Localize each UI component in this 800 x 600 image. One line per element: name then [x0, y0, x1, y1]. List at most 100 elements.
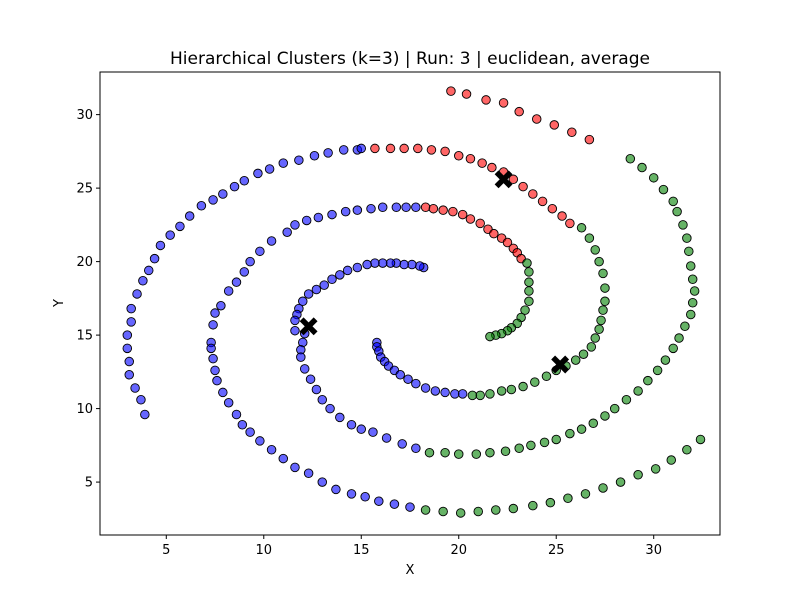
data-point-blue: [294, 155, 304, 165]
data-point-red: [426, 145, 437, 155]
data-point-blue: [411, 443, 421, 454]
data-point-blue: [356, 143, 367, 154]
data-point-blue: [239, 176, 250, 186]
data-point-red: [549, 120, 560, 130]
data-point-green: [680, 321, 690, 332]
data-point-red: [461, 89, 472, 99]
data-point-blue: [401, 202, 411, 212]
data-point-red: [547, 203, 558, 214]
data-point-red: [438, 205, 448, 215]
data-point-green: [576, 424, 587, 434]
data-point-green: [633, 386, 643, 396]
data-point-green: [491, 505, 501, 515]
data-point-blue: [130, 383, 140, 393]
data-point-green: [524, 277, 534, 287]
data-point-blue: [124, 356, 134, 367]
data-point-blue: [450, 389, 460, 399]
data-point-blue: [457, 389, 468, 399]
y-tick-label: 30: [76, 108, 93, 123]
data-point-green: [545, 497, 556, 508]
data-point-blue: [218, 387, 228, 398]
data-point-green: [518, 381, 528, 392]
data-point-blue: [405, 502, 415, 512]
data-point-green: [584, 233, 595, 243]
data-point-blue: [399, 259, 409, 270]
data-point-green: [648, 173, 659, 183]
data-point-blue: [126, 317, 136, 327]
data-point-green: [672, 206, 682, 217]
data-point-blue: [245, 256, 255, 267]
data-point-green: [473, 506, 483, 517]
data-point-green: [633, 469, 643, 480]
data-point-blue: [290, 315, 300, 326]
data-point-blue: [245, 427, 255, 437]
x-axis-ticks: 5 10 15 20 25 30: [162, 535, 662, 558]
data-point-green: [615, 477, 626, 487]
data-point-blue: [223, 286, 234, 296]
data-point-red: [537, 196, 548, 207]
data-point-green: [600, 283, 610, 293]
data-point-blue: [278, 453, 289, 464]
data-point-green: [576, 223, 587, 233]
data-point-green: [600, 411, 610, 421]
data-point-blue: [298, 296, 308, 307]
data-point-green: [596, 315, 606, 326]
data-point-blue: [319, 280, 329, 290]
data-point-blue: [208, 195, 218, 205]
data-point-red: [440, 146, 450, 157]
data-point-blue: [210, 365, 220, 376]
data-point-blue: [299, 364, 310, 374]
x-tick-label: 15: [353, 543, 370, 558]
data-point-blue: [317, 477, 328, 487]
data-point-green: [475, 390, 485, 401]
data-point-red: [531, 114, 542, 124]
data-point-green: [588, 418, 599, 429]
data-point-green: [485, 447, 495, 458]
data-point-red: [514, 106, 524, 117]
data-point-blue: [126, 303, 136, 314]
data-point-blue: [296, 352, 306, 362]
data-point-blue: [430, 386, 441, 396]
data-point-green: [586, 342, 597, 352]
data-point-red: [518, 181, 528, 192]
data-point-blue: [309, 151, 320, 161]
data-point-blue: [385, 258, 396, 268]
data-point-blue: [338, 145, 349, 155]
data-point-green: [684, 246, 694, 257]
data-point-blue: [377, 258, 388, 268]
data-point-blue: [206, 343, 216, 354]
data-point-blue: [231, 409, 242, 420]
data-point-red: [385, 143, 396, 154]
data-point-green: [674, 333, 684, 343]
data-point-blue: [340, 206, 351, 217]
data-point-green: [660, 355, 671, 365]
data-point-green: [471, 449, 482, 459]
data-point-blue: [313, 212, 324, 223]
data-point-green: [650, 464, 661, 474]
data-point-blue: [301, 215, 312, 226]
data-point-blue: [335, 270, 345, 280]
data-point-green: [609, 403, 620, 414]
data-point-green: [689, 286, 700, 296]
x-tick-label: 25: [548, 543, 565, 558]
data-point-blue: [184, 211, 195, 221]
data-point-green: [530, 377, 540, 387]
data-point-blue: [290, 325, 300, 336]
data-point-green: [528, 500, 538, 511]
data-point-blue: [208, 353, 218, 364]
data-point-green: [686, 309, 696, 320]
data-point-blue: [282, 227, 292, 237]
y-tick-label: 25: [76, 182, 93, 197]
data-point-blue: [352, 262, 363, 273]
x-tick-label: 20: [450, 543, 467, 558]
data-point-green: [467, 390, 478, 401]
data-point-blue: [303, 468, 314, 479]
data-point-blue: [229, 181, 240, 192]
x-tick-label: 10: [256, 543, 273, 558]
data-point-blue: [212, 375, 222, 386]
data-point-blue: [403, 374, 413, 384]
plot-frame: [99, 71, 721, 536]
data-point-green: [686, 261, 696, 271]
data-point-blue: [311, 384, 322, 395]
data-point-green: [598, 268, 608, 279]
